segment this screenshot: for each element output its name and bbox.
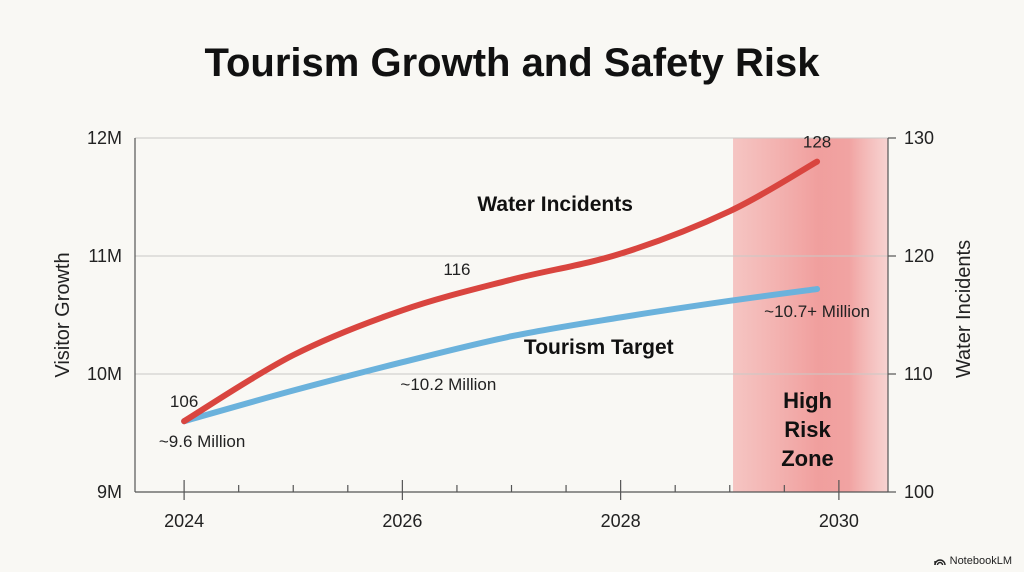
y-axis-label: Visitor Growth bbox=[52, 252, 74, 377]
data-label: 106 bbox=[170, 392, 198, 411]
high-risk-zone-label: Risk bbox=[784, 417, 831, 442]
y-tick-label: 10M bbox=[87, 364, 122, 384]
series-line-tourism-target bbox=[181, 286, 821, 425]
data-label: ~10.2 Million bbox=[400, 375, 496, 394]
chart-title: Tourism Growth and Safety Risk bbox=[205, 41, 821, 85]
y-tick-label: 12M bbox=[87, 128, 122, 148]
watermark-text: NotebookLM bbox=[949, 555, 1012, 567]
y2-axis-label: Water Incidents bbox=[953, 240, 975, 378]
y2-tick-label: 100 bbox=[904, 482, 934, 502]
series-label: Water Incidents bbox=[477, 193, 633, 216]
series-line-water-incidents bbox=[181, 158, 821, 425]
high-risk-zone-label: High bbox=[783, 388, 832, 413]
watermark: NotebookLM bbox=[933, 555, 1012, 567]
x-tick-label: 2024 bbox=[164, 511, 204, 531]
notebooklm-logo-icon bbox=[933, 559, 946, 566]
x-tick-label: 2028 bbox=[601, 511, 641, 531]
data-label: 128 bbox=[803, 133, 831, 152]
x-tick-label: 2026 bbox=[382, 511, 422, 531]
y-tick-label: 9M bbox=[97, 482, 122, 502]
y2-tick-label: 120 bbox=[904, 246, 934, 266]
x-tick-label: 2030 bbox=[819, 511, 859, 531]
data-label: ~10.7+ Million bbox=[764, 302, 870, 321]
y2-tick-label: 110 bbox=[904, 364, 933, 384]
data-label: 116 bbox=[443, 260, 470, 279]
data-label: ~9.6 Million bbox=[159, 432, 245, 451]
high-risk-zone-label: Zone bbox=[781, 446, 834, 471]
y2-tick-label: 130 bbox=[904, 128, 934, 148]
series-label: Tourism Target bbox=[524, 336, 674, 359]
y-tick-label: 11M bbox=[88, 246, 122, 266]
